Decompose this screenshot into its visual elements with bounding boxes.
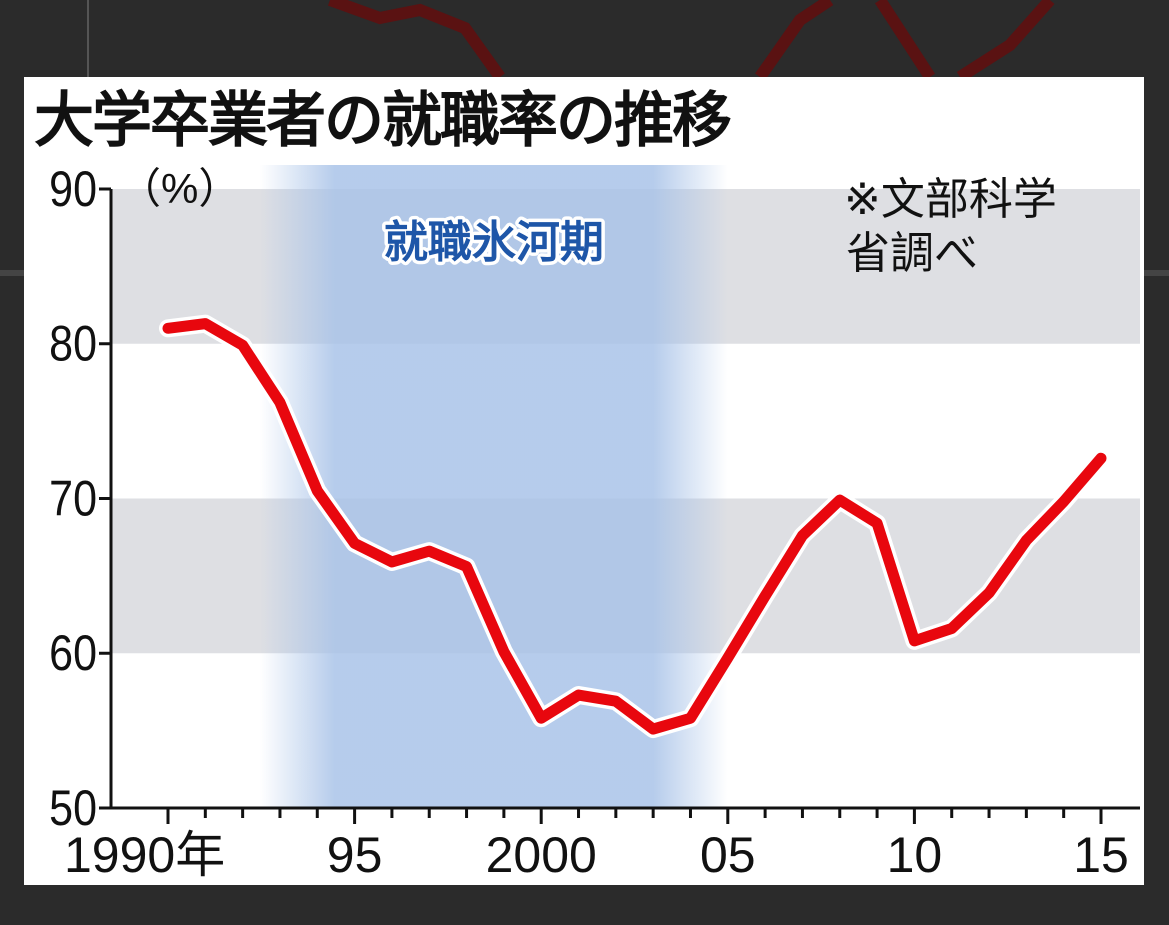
series-layer <box>159 314 1110 739</box>
y-tick-label: 50 <box>49 780 97 836</box>
x-tick-label: 2000 <box>486 827 597 883</box>
glacier-period: 就職氷河期 <box>259 165 728 808</box>
axes <box>99 187 1140 824</box>
glacier-period-band <box>259 165 728 808</box>
x-tick-label: 1990年 <box>64 827 225 883</box>
line-chart: 就職氷河期 50 60 70 80 90 （%） 1990年 95 2000 05 10 15 ※文部科… <box>49 161 1140 883</box>
y-tick-label: 70 <box>49 470 97 526</box>
series-line <box>162 318 1107 735</box>
x-tick-label: 15 <box>1073 827 1129 883</box>
y-tick-label: 80 <box>49 316 97 372</box>
source-note-line: 省調べ <box>846 228 978 279</box>
y-tick-label: 90 <box>49 161 97 217</box>
glacier-period-label: 就職氷河期 <box>384 217 604 268</box>
y-tick-label: 60 <box>49 625 97 681</box>
chart-card: 大学卒業者の就職率の推移 就職氷河期 50 60 70 80 90 （%） 1990年 95 2… <box>24 77 1144 885</box>
chart-title: 大学卒業者の就職率の推移 <box>34 86 732 156</box>
x-tick-label: 95 <box>327 827 383 883</box>
x-tick-label: 05 <box>700 827 756 883</box>
x-tick-label: 10 <box>887 827 943 883</box>
source-note-line: ※文部科学 <box>844 174 1057 225</box>
y-axis-unit-label: （%） <box>119 165 240 212</box>
